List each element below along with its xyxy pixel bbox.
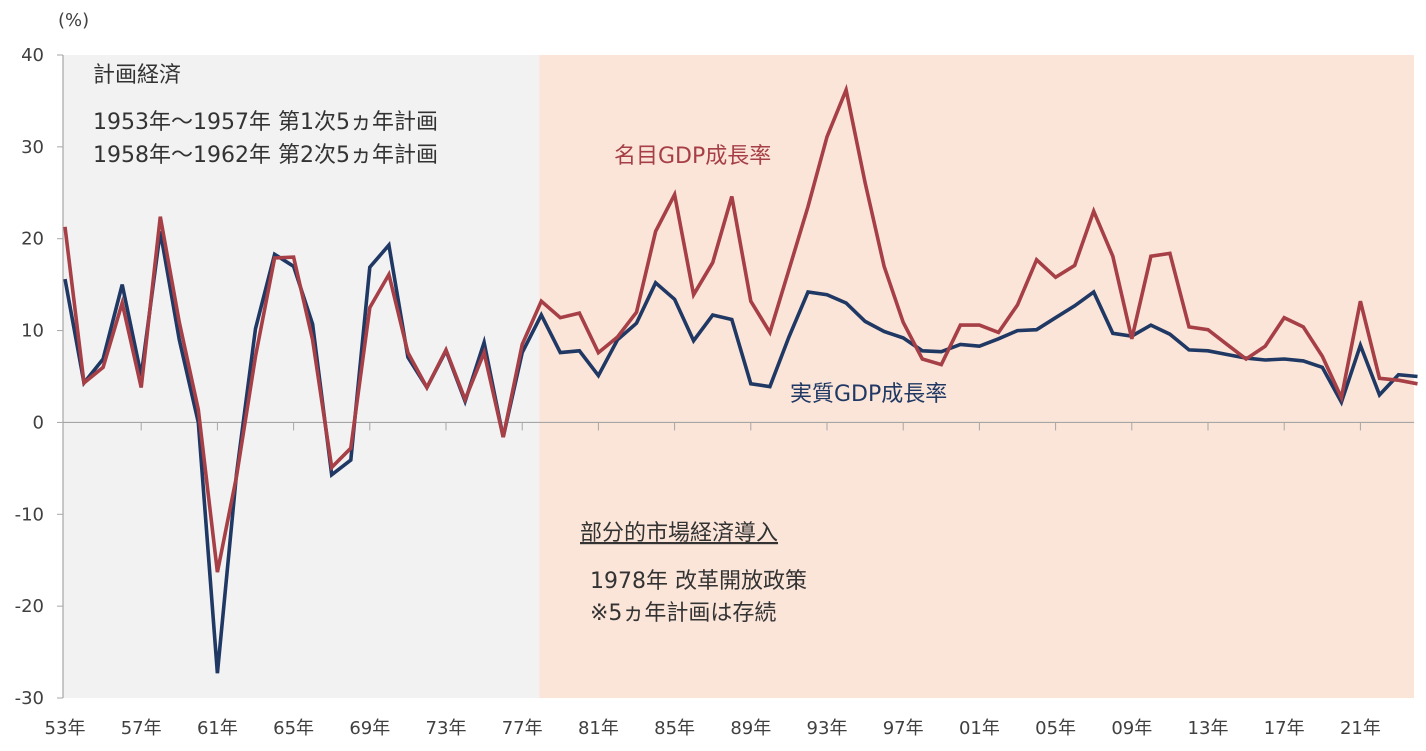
second-five-year-plan-note: 1958年～1962年 第2次5ヵ年計画	[93, 143, 438, 168]
nominal-gdp-growth-line	[63, 83, 1418, 573]
x-tick-label: 85年	[654, 718, 695, 739]
x-tick-label: 05年	[1035, 718, 1076, 739]
x-tick-label: 65年	[273, 718, 314, 739]
planned-economy-title: 計画経済	[93, 63, 181, 88]
nominal-gdp-label: 名目GDP成長率	[614, 144, 771, 169]
x-tick-label: 09年	[1111, 718, 1152, 739]
real-gdp-growth-line	[63, 231, 1418, 674]
x-tick-label: 89年	[730, 718, 771, 739]
region-market-economy	[539, 55, 1414, 698]
x-tick-label: 21年	[1340, 718, 1381, 739]
x-axis: 53年 57年 61年 65年 69年 73年 77年 81年 85年 89年 93年 97年 01年 0…	[45, 421, 1414, 739]
x-tick-label: 53年	[45, 718, 86, 739]
x-tick-label: 93年	[807, 718, 848, 739]
x-tick-label: 77年	[502, 718, 543, 739]
y-tick-label: 30	[21, 137, 44, 158]
y-axis-unit-label: (%)	[58, 10, 89, 31]
market-economy-title: 部分的市場経済導入	[580, 521, 778, 546]
x-tick-label: 01年	[959, 718, 1000, 739]
x-tick-label: 73年	[426, 718, 467, 739]
y-tick-label: 40	[21, 45, 44, 66]
first-five-year-plan-note: 1953年～1957年 第1次5ヵ年計画	[93, 110, 438, 135]
y-tick-label: -20	[15, 596, 44, 617]
x-tick-label: 17年	[1264, 718, 1305, 739]
real-gdp-label: 実質GDP成長率	[790, 382, 947, 407]
x-tick-label: 61年	[197, 718, 238, 739]
x-tick-label: 69年	[349, 718, 390, 739]
reform-opening-note: 1978年 改革開放政策	[590, 569, 807, 594]
y-tick-label: 0	[33, 412, 44, 433]
y-tick-label: 10	[21, 321, 44, 342]
y-tick-label: -30	[15, 688, 44, 709]
y-tick-label: 20	[21, 229, 44, 250]
x-tick-label: 13年	[1188, 718, 1229, 739]
five-year-plan-continues-note: ※5ヵ年計画は存続	[590, 601, 776, 626]
x-tick-label: 57年	[121, 718, 162, 739]
x-tick-label: 81年	[578, 718, 619, 739]
y-tick-label: -10	[15, 504, 44, 525]
x-tick-label: 97年	[883, 718, 924, 739]
series-lines	[63, 83, 1418, 674]
y-axis: 40 30 20 10 0 -10 -20 -30	[15, 45, 64, 709]
period-regions	[63, 55, 1414, 698]
